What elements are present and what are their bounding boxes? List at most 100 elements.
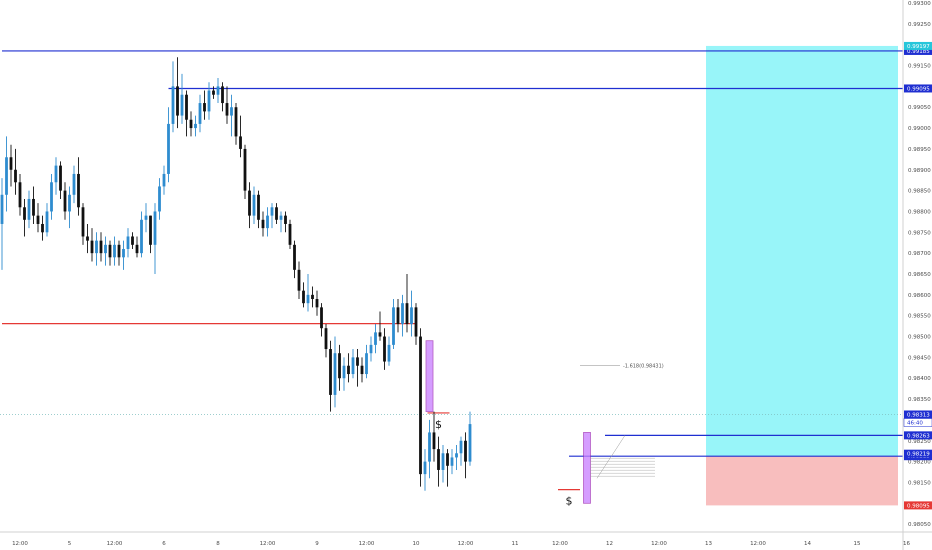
candle-body [230, 107, 233, 116]
candle-body [423, 461, 427, 475]
candle-body [0, 194, 4, 224]
candle-body [135, 244, 139, 254]
candle-body [257, 194, 260, 220]
candle-body [441, 453, 445, 470]
time-axis[interactable]: 12:00 5 12:00 6 8 12:00 9 12:00 10 12:00 11 12:00 12… [12, 541, 932, 547]
candle-body [149, 215, 152, 245]
candle-body [338, 353, 341, 379]
candle-body [248, 190, 251, 216]
time-tick-label: 12:00 [12, 541, 28, 547]
price-tick-label: 0.98650 [908, 272, 931, 278]
candle-body [198, 103, 202, 124]
time-tick-label: 13 [705, 541, 712, 547]
level-price-tag: 0.99185 [907, 49, 930, 55]
candle-body [329, 349, 332, 395]
candle-body [252, 194, 256, 216]
candle-body [437, 449, 440, 470]
candle-body [63, 190, 67, 212]
candle-body [284, 215, 287, 224]
price-tick-label: 0.98900 [908, 168, 931, 174]
candle-body [113, 244, 116, 258]
candle-body [126, 236, 130, 249]
fib-label: -1.618(0.98431) [623, 363, 664, 369]
candle-body [171, 86, 175, 124]
candle-body [32, 198, 35, 216]
candle-body [54, 165, 58, 183]
price-tick-label: 0.99000 [908, 126, 931, 132]
candle-body [387, 344, 391, 362]
price-tick-label: 0.99250 [908, 22, 931, 28]
price-tick-label: 0.99050 [908, 105, 931, 111]
extra-price-tag: 0.99197 [907, 44, 930, 50]
candle-body [194, 123, 197, 129]
time-tick-label: 12:00 [552, 541, 568, 547]
candle-body [239, 136, 242, 149]
price-tick-label: 0.98750 [908, 230, 931, 236]
candle-body [405, 303, 409, 325]
time-tick-label: 12:00 [260, 541, 276, 547]
extra-price-tag-bg [904, 449, 932, 458]
position-zones [706, 45, 898, 506]
candle-body [419, 336, 422, 475]
horizontal-levels [0, 50, 903, 491]
price-tick-label: 0.98800 [908, 209, 931, 215]
time-tick-label: 5 [68, 541, 72, 547]
candle-body [455, 453, 458, 458]
candle-body [18, 182, 22, 208]
candle-body [50, 182, 53, 212]
candle-body [428, 432, 431, 462]
level-price-tag-bg [904, 46, 932, 55]
extra-price-tag: 0.98219 [907, 452, 930, 458]
level-price-tag: 0.98263 [907, 433, 930, 439]
price-tick-label: 0.98850 [908, 189, 931, 195]
candle-body [225, 103, 229, 116]
time-tick-label: 8 [216, 541, 220, 547]
price-tick-label: 0.98200 [908, 460, 931, 466]
countdown-tag-bg [903, 418, 932, 427]
dollar-mark: $ [566, 495, 573, 508]
candle-body [315, 299, 319, 308]
candle-body [9, 157, 13, 170]
candle-body [81, 207, 85, 237]
extra-price-tag: 0.98095 [907, 503, 930, 509]
candle-body [153, 211, 157, 245]
candle-body [104, 244, 107, 254]
candle-body [86, 236, 89, 241]
candle-body [261, 219, 265, 229]
candle-body [275, 207, 278, 220]
extra-price-tag-bg [904, 501, 932, 510]
candle-body [369, 344, 373, 354]
candle-body [167, 123, 170, 174]
candle-body [410, 307, 413, 325]
candle-body [131, 236, 134, 245]
price-tick-label: 0.98050 [908, 522, 931, 528]
annotations: $ $ -1.618(0.98431) [425, 340, 664, 508]
candle-body [279, 215, 283, 220]
price-axis[interactable]: 0.993000.992500.992000.991500.991000.990… [908, 1, 931, 528]
candle-body [68, 194, 71, 212]
candle-body [365, 353, 368, 375]
candles [0, 57, 472, 491]
candle-body [374, 332, 377, 345]
price-tick-label: 0.98550 [908, 314, 931, 320]
candle-body [221, 86, 224, 104]
candle-body [77, 173, 80, 208]
price-tick-label: 0.98450 [908, 355, 931, 361]
candle-body [14, 169, 17, 183]
price-tick-label: 0.98250 [908, 439, 931, 445]
extra-price-tag: 0.98313 [907, 413, 930, 419]
candle-body [450, 457, 454, 466]
candle-body [216, 86, 220, 95]
candle-body [446, 453, 449, 466]
extra-price-tag-bg [904, 41, 932, 50]
candle-body [288, 223, 292, 245]
price-tick-label: 0.98950 [908, 147, 931, 153]
candle-body [95, 240, 98, 254]
time-tick-label: 12:00 [651, 541, 667, 547]
candle-body [468, 424, 472, 462]
candle-body [5, 157, 8, 195]
candle-body [311, 294, 314, 300]
candle-body [293, 244, 296, 270]
candle-body [324, 328, 328, 350]
